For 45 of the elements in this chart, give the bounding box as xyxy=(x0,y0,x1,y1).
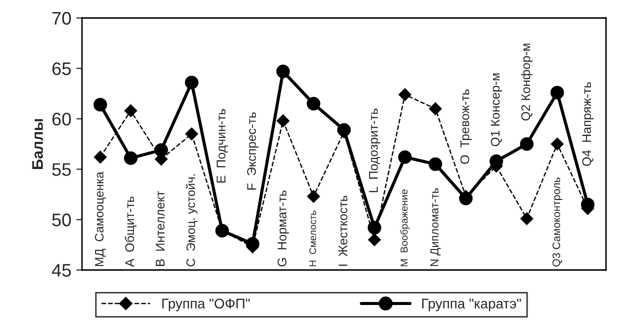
x-tick-label: H Смелость xyxy=(309,210,316,266)
x-tick-label: O Тревож-ть xyxy=(460,89,472,164)
point xyxy=(276,114,290,128)
y-tick-label: 50 xyxy=(52,214,71,226)
point xyxy=(306,96,320,110)
point xyxy=(398,88,412,102)
point xyxy=(428,157,442,171)
y-tick-label: 45 xyxy=(52,264,71,277)
x-tick-label: M Воображение xyxy=(400,189,410,266)
point xyxy=(428,102,442,116)
point xyxy=(94,150,107,164)
x-tick-label: Q1 Консер-м xyxy=(490,73,502,146)
x-tick-label: F Экспрес-ть xyxy=(247,112,258,190)
point xyxy=(368,233,381,246)
y-tick-label: 60 xyxy=(52,112,71,126)
x-tick-label: C Эмоц. устойч. xyxy=(186,174,198,266)
point xyxy=(124,151,138,165)
legend-label: Группа "ОФП" xyxy=(162,298,250,312)
point xyxy=(550,138,564,150)
legend-label: Группа "каратэ" xyxy=(422,298,521,312)
point xyxy=(276,64,290,78)
point xyxy=(520,212,534,226)
point xyxy=(94,98,108,112)
y-tick-label: 55 xyxy=(52,163,71,176)
x-tick-label: E Подчин-ть xyxy=(216,109,228,183)
point xyxy=(520,137,534,151)
x-tick-label: L Подозрит-ть xyxy=(369,108,380,192)
point xyxy=(550,86,564,100)
x-tick-label: Q4 Напряж-ть xyxy=(582,82,594,166)
y-tick-label: 65 xyxy=(52,62,71,76)
x-tick-label: МД Самооценка xyxy=(94,172,106,266)
x-tick-label: B Интеллект xyxy=(156,191,165,266)
x-tick-label: Q3 Самоконтроль xyxy=(552,177,562,266)
point xyxy=(124,104,138,118)
y-axis-title: Баллы xyxy=(32,119,43,169)
x-tick-label: N Дипломат-ть xyxy=(430,188,441,266)
x-tick-label: G Нормат-ть xyxy=(278,190,289,266)
x-tick-label: Q2 Конфор-м xyxy=(520,44,533,120)
y-tick-label: 70 xyxy=(52,12,71,25)
point xyxy=(398,150,412,164)
x-tick-label: A Общит-ть xyxy=(124,196,136,267)
point xyxy=(184,76,198,90)
point xyxy=(185,128,198,140)
point xyxy=(307,190,320,203)
x-tick-label: I Жесткость xyxy=(338,196,348,266)
